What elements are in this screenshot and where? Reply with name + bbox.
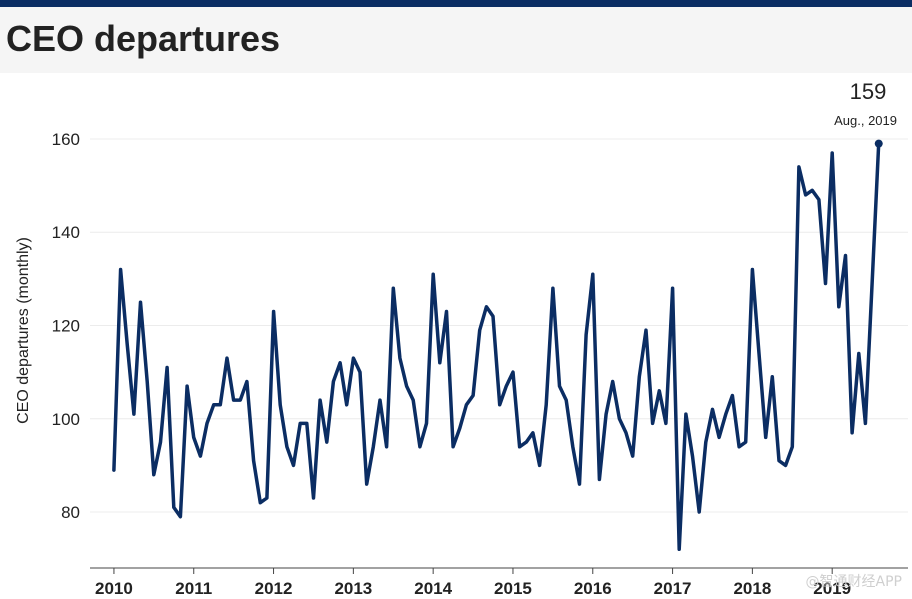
x-tick-label-2016: 2016 — [574, 579, 612, 598]
top-accent-bar — [0, 0, 912, 7]
x-tick-label-2013: 2013 — [334, 579, 372, 598]
y-axis-ticks: 80 100 120 140 160 — [52, 130, 80, 522]
page-title: CEO departures — [6, 18, 281, 59]
x-tick-label-2010: 2010 — [95, 579, 133, 598]
x-tick-label-2011: 2011 — [175, 579, 212, 598]
x-tick-label-2014: 2014 — [414, 579, 452, 598]
watermark: @智通财经APP — [805, 574, 902, 590]
series-line-ceo-departures — [112, 141, 881, 552]
y-tick-label-80: 80 — [61, 503, 80, 522]
last-point-marker — [874, 139, 883, 148]
x-tick-label-2018: 2018 — [733, 579, 771, 598]
x-tick-label-2015: 2015 — [494, 579, 532, 598]
annotation-label: Aug., 2019 — [834, 113, 897, 128]
y-axis-title: CEO departures (monthly) — [15, 237, 32, 424]
y-tick-label-140: 140 — [52, 223, 80, 242]
x-tick-label-2019: 2019 — [813, 579, 851, 598]
title-band — [0, 7, 912, 73]
x-tick-label-2017: 2017 — [654, 579, 692, 598]
y-tick-label-160: 160 — [52, 130, 80, 149]
annotation-value: 159 — [850, 79, 887, 104]
x-axis-ticks: 2010 2011 2012 2013 2014 2015 2016 2017 2018 2019 — [95, 568, 851, 598]
y-tick-label-100: 100 — [52, 410, 80, 429]
x-tick-label-2012: 2012 — [255, 579, 293, 598]
y-tick-label-120: 120 — [52, 317, 80, 336]
gridlines — [90, 138, 908, 513]
